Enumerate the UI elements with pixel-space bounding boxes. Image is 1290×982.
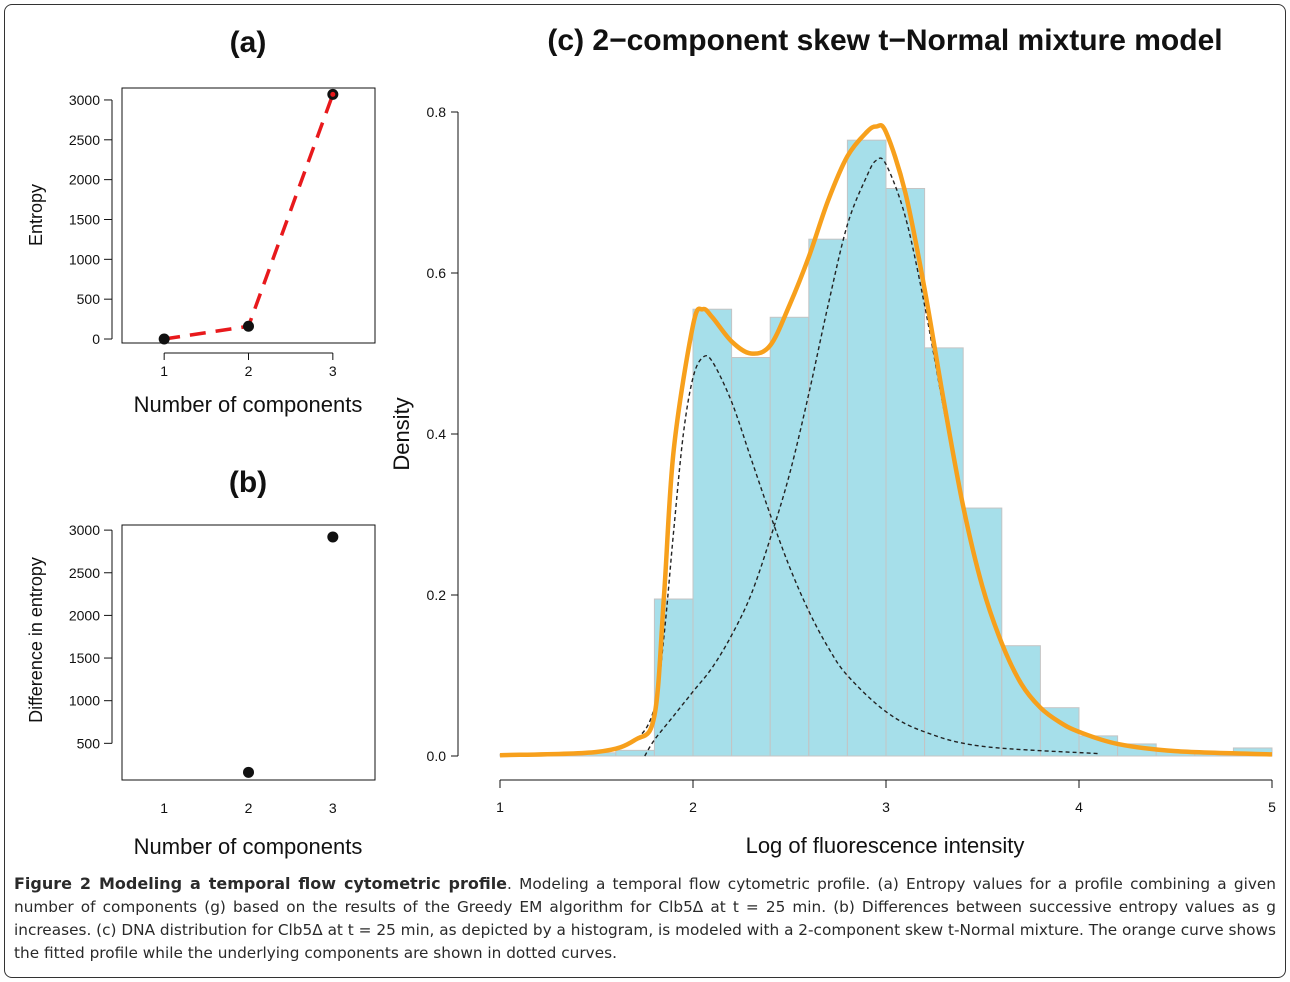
- panel-a-y-tick-label: 1000: [69, 251, 100, 267]
- panel-a-x-tick-label: 1: [160, 363, 168, 379]
- panel-c-x-tick-label: 4: [1075, 799, 1083, 815]
- histogram-bar: [615, 749, 655, 757]
- caption-figure-label: Figure 2 Modeling a temporal flow cytome…: [14, 874, 508, 893]
- histogram-bar: [924, 347, 964, 757]
- panel-c-title: (c) 2−component skew t−Normal mixture mo…: [547, 24, 1222, 57]
- panel-a-x-label: Number of components: [134, 392, 363, 417]
- panel-c-y-tick-label: 0.4: [427, 426, 447, 442]
- panel-c-x-label: Log of fluorescence intensity: [746, 833, 1025, 858]
- panel-b-y-tick-label: 1500: [69, 650, 100, 666]
- panel-c-y-tick-label: 0.6: [427, 265, 447, 281]
- histogram-bar: [1001, 645, 1041, 757]
- figure-caption: Figure 2 Modeling a temporal flow cytome…: [14, 872, 1276, 965]
- panel-c-x-tick-label: 1: [496, 799, 504, 815]
- panel-a-entropy-line: [163, 93, 335, 341]
- panel-a: (a) Number of components Entropy 0 500 100…: [26, 26, 376, 417]
- panel-c-y-tick-label: 0.0: [427, 748, 447, 764]
- panel-b-y-tick-label: 2500: [69, 565, 100, 581]
- panel-c-y-tick-label: 0.8: [427, 104, 447, 120]
- histogram-bar: [846, 139, 887, 757]
- panel-c-x-tick-label: 2: [689, 799, 697, 815]
- panel-a-y-tick-label: 2000: [69, 172, 100, 188]
- panel-c-y-label: Density: [389, 397, 414, 470]
- panel-a-x-tick-label: 2: [245, 363, 253, 379]
- panel-b-data-point: [327, 531, 339, 543]
- panel-a-point-highlight: [330, 91, 336, 97]
- panel-b-y-tick-label: 2000: [69, 607, 100, 623]
- panel-a-data-point: [158, 333, 170, 345]
- panel-c: (c) 2−component skew t−Normal mixture mo…: [389, 24, 1276, 858]
- panel-b-plot-box: [121, 524, 376, 781]
- panel-a-y-tick-label: 0: [92, 331, 100, 347]
- fitted-mixture-curve: [499, 122, 1273, 758]
- panel-a-plot-box: [121, 87, 376, 344]
- panel-b: (b) Number of components Difference in e…: [26, 466, 376, 859]
- panel-a-y-tick-label: 1500: [69, 211, 100, 227]
- figure-panels: (a) Number of components Entropy 0 500 100…: [26, 24, 1276, 859]
- panel-b-y-tick-label: 3000: [69, 522, 100, 538]
- histogram-bar: [692, 308, 733, 757]
- panel-b-y-tick-label: 500: [77, 735, 101, 751]
- panel-b-y-label: Difference in entropy: [26, 557, 46, 723]
- panel-b-data-point: [243, 766, 254, 778]
- panel-b-x-label: Number of components: [134, 834, 363, 859]
- panel-c-y-tick-label: 0.2: [427, 587, 447, 603]
- panel-c-x-tick-label: 5: [1268, 799, 1276, 815]
- panel-b-x-tick-label: 3: [329, 800, 337, 816]
- panel-a-data-point: [243, 320, 254, 332]
- panel-a-y-tick-label: 3000: [69, 92, 100, 108]
- panel-a-y-tick-label: 500: [77, 291, 101, 307]
- panel-a-x-tick-label: 3: [329, 363, 337, 379]
- panel-a-title: (a): [230, 26, 267, 59]
- panel-a-y-label: Entropy: [26, 184, 46, 246]
- panel-b-title: (b): [229, 466, 267, 499]
- histogram-bar: [808, 238, 848, 757]
- figure-frame: [4, 4, 1286, 978]
- histogram-bar: [769, 316, 810, 757]
- histogram-bar: [885, 187, 926, 757]
- panel-a-y-tick-label: 2500: [69, 132, 100, 148]
- panel-c-x-tick-label: 3: [882, 799, 890, 815]
- panel-b-y-tick-label: 1000: [69, 693, 100, 709]
- caption-body: . Modeling a temporal flow cytometric pr…: [14, 875, 1276, 962]
- panel-b-x-tick-label: 1: [160, 800, 168, 816]
- panel-b-x-tick-label: 2: [245, 800, 253, 816]
